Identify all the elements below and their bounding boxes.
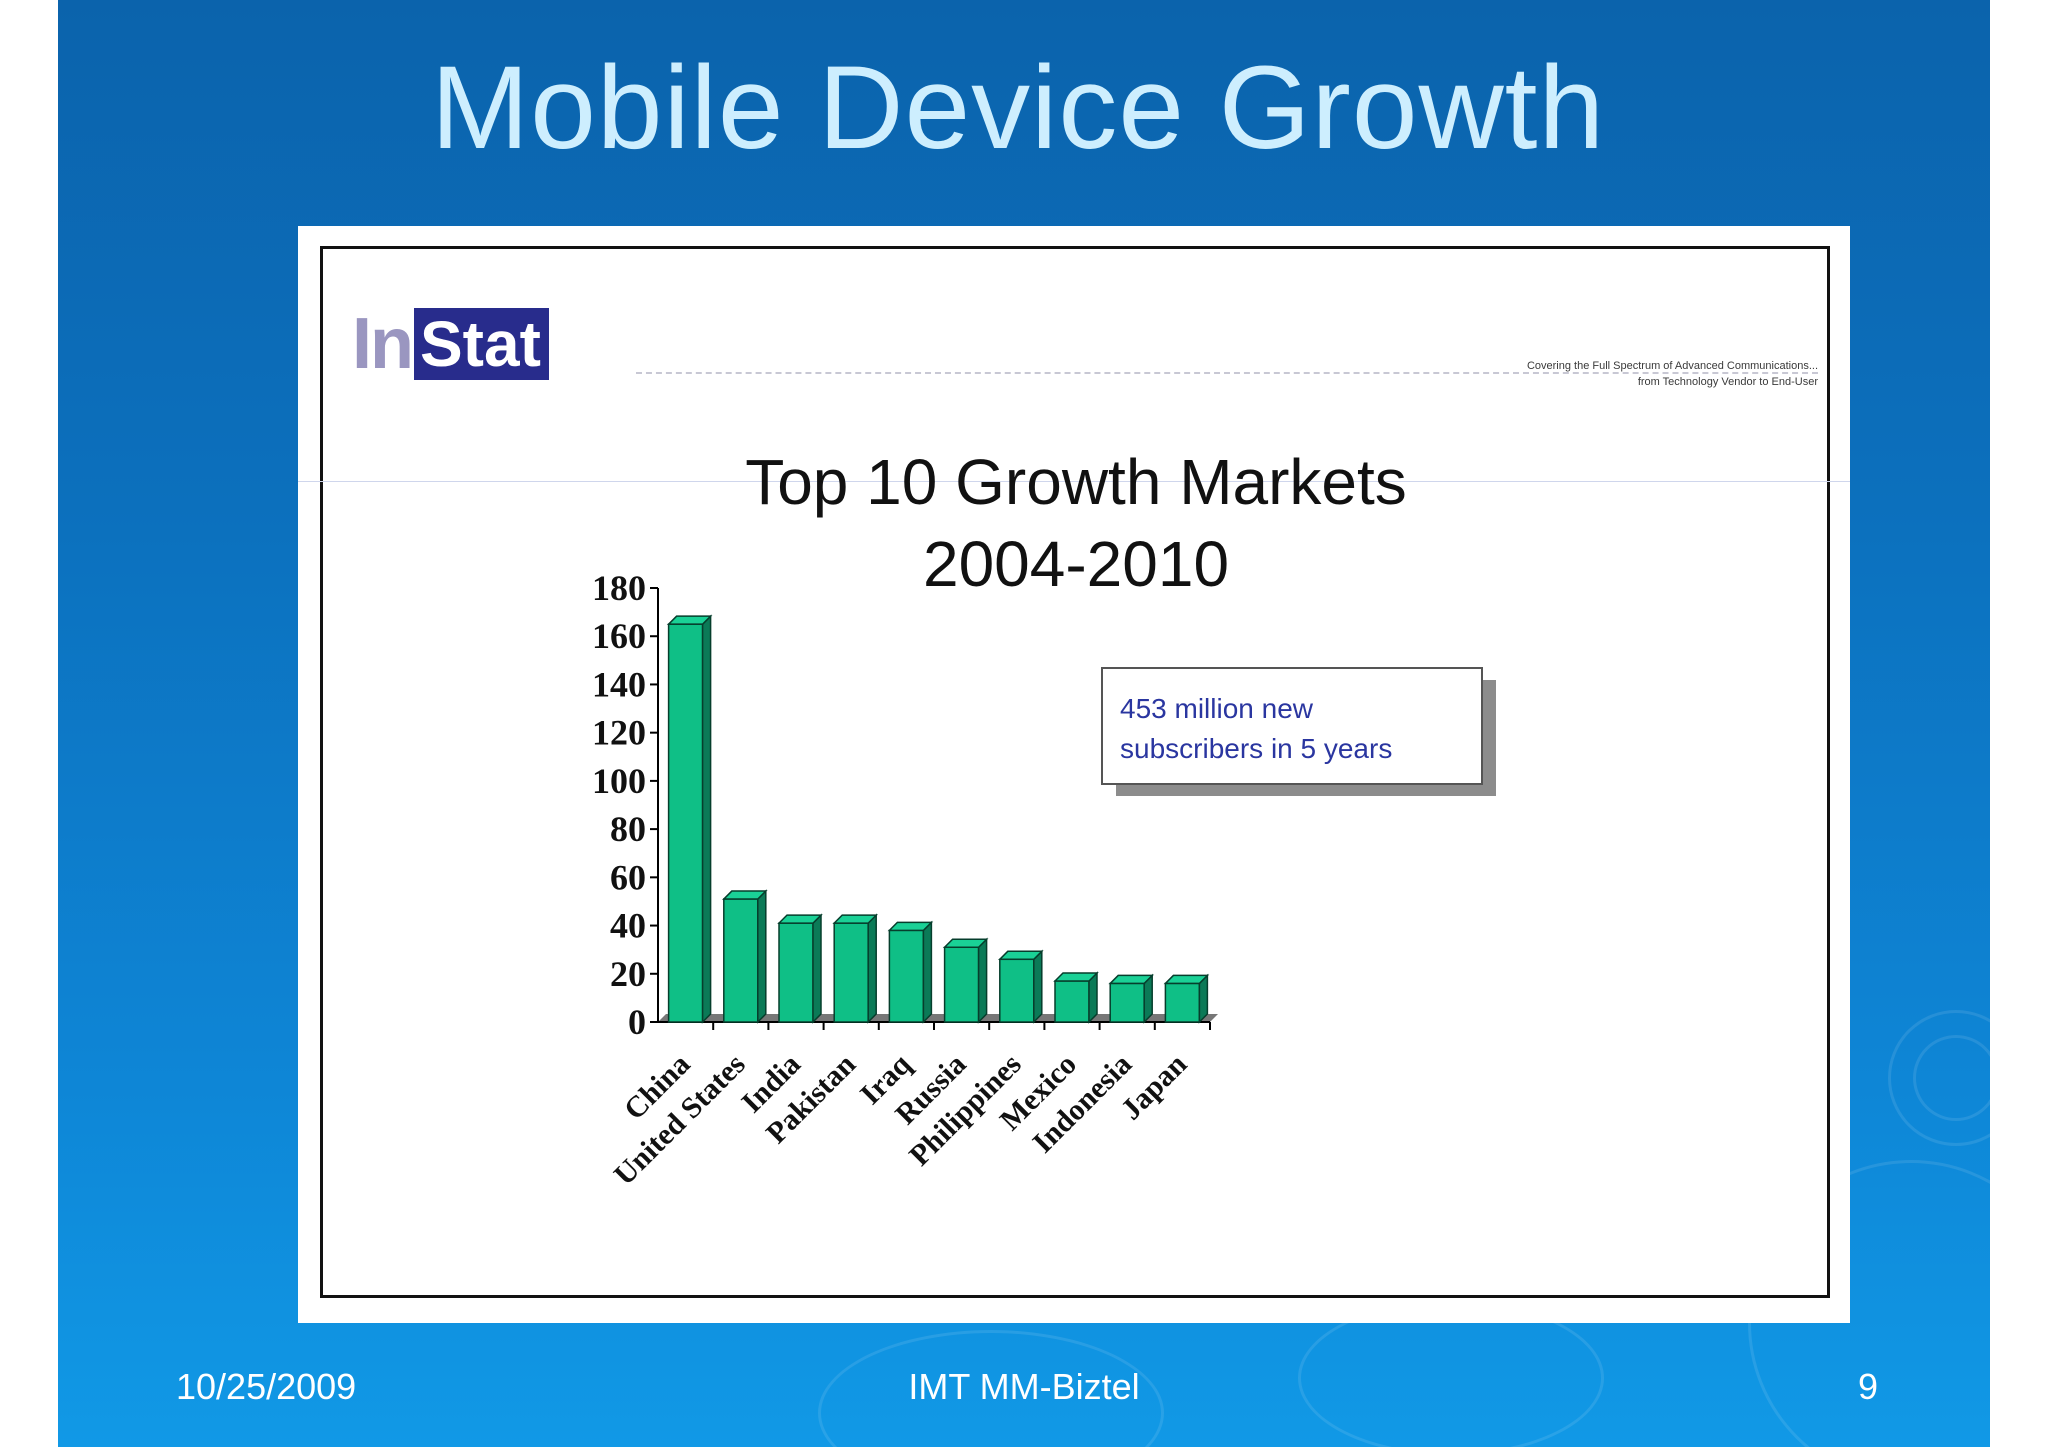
bar-side xyxy=(812,913,822,1024)
bar-top xyxy=(721,890,768,900)
bar xyxy=(833,922,869,1023)
callout-line-1: 453 million new xyxy=(1120,693,1314,724)
bar xyxy=(778,922,814,1023)
footer-center-text: IMT MM-Biztel xyxy=(908,1366,1140,1407)
bar-side xyxy=(922,920,933,1024)
bar-chart: Top 10 Growth Markets 2004-2010 453 mill… xyxy=(592,446,1496,1192)
bar-side xyxy=(1033,949,1043,1024)
divider-line xyxy=(298,481,1850,482)
bar-top xyxy=(1108,974,1155,985)
footer-date: 10/25/2009 xyxy=(176,1366,357,1407)
bar-top xyxy=(997,950,1044,961)
y-tick-label: 0 xyxy=(628,1002,646,1042)
callout-line-2: subscribers in 5 years xyxy=(1120,733,1392,764)
bar-top xyxy=(666,615,713,625)
callout-box: 453 million new subscribers in 5 years xyxy=(1101,667,1496,796)
bar-side xyxy=(977,937,988,1024)
bar-top xyxy=(942,938,989,949)
chart-image: In Stat Covering the Full Spectrum of Ad… xyxy=(298,226,1850,1323)
y-tick-label: 20 xyxy=(610,954,646,994)
y-tick-label: 100 xyxy=(592,761,646,801)
bar-top xyxy=(832,914,879,924)
bar xyxy=(999,958,1035,1023)
y-tick-label: 140 xyxy=(592,664,646,704)
bar xyxy=(667,623,704,1023)
y-tick-label: 40 xyxy=(610,906,646,946)
y-tick-label: 160 xyxy=(592,616,646,656)
slide-title: Mobile Device Growth xyxy=(430,42,1606,174)
slide: Mobile Device Growth In Stat Covering th… xyxy=(58,0,1990,1447)
bar xyxy=(723,898,759,1023)
bar-top xyxy=(1163,974,1210,985)
bar-top xyxy=(1053,972,1099,982)
y-tick-label: 180 xyxy=(592,568,646,608)
y-tick-label: 120 xyxy=(592,713,646,753)
bar-side xyxy=(867,913,877,1024)
bar xyxy=(1054,980,1090,1023)
chart-title: Top 10 Growth Markets xyxy=(745,446,1407,518)
chart-subtitle: 2004-2010 xyxy=(923,528,1229,600)
chart-frame xyxy=(320,246,1830,1298)
y-tick-label: 80 xyxy=(610,809,646,849)
bar-side xyxy=(757,889,767,1024)
bar xyxy=(1164,982,1201,1023)
bar-top xyxy=(887,921,934,932)
tagline-line-2: from Technology Vendor to End-User xyxy=(1637,376,1818,388)
logo-stat-text: Stat xyxy=(413,308,549,380)
bar-side xyxy=(701,614,712,1024)
bar xyxy=(888,929,925,1023)
bar-top xyxy=(777,914,823,924)
instat-logo: In Stat xyxy=(352,308,549,380)
logo-in-text: In xyxy=(352,304,414,384)
tagline: Covering the Full Spectrum of Advanced C… xyxy=(1527,358,1818,390)
bar xyxy=(943,946,980,1023)
tagline-line-1: Covering the Full Spectrum of Advanced C… xyxy=(1526,360,1818,372)
y-tick-label: 60 xyxy=(610,857,646,897)
page-number: 9 xyxy=(1857,1366,1878,1407)
bar xyxy=(1109,982,1145,1023)
ripple-decoration xyxy=(1913,1035,1990,1121)
header-rule xyxy=(636,372,1818,374)
